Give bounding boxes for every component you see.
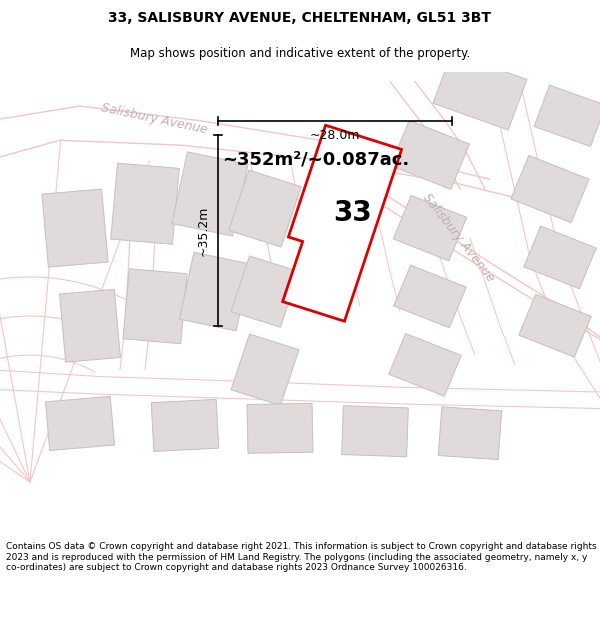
Polygon shape bbox=[111, 163, 179, 244]
Polygon shape bbox=[519, 294, 591, 357]
Polygon shape bbox=[389, 334, 461, 396]
Polygon shape bbox=[433, 52, 527, 130]
Polygon shape bbox=[391, 121, 469, 189]
Polygon shape bbox=[511, 156, 589, 222]
Text: ~28.0m: ~28.0m bbox=[310, 129, 360, 141]
Polygon shape bbox=[59, 289, 121, 362]
Polygon shape bbox=[394, 265, 466, 328]
Text: Contains OS data © Crown copyright and database right 2021. This information is : Contains OS data © Crown copyright and d… bbox=[6, 542, 596, 572]
Polygon shape bbox=[151, 399, 219, 451]
Polygon shape bbox=[341, 406, 409, 457]
Polygon shape bbox=[229, 170, 301, 247]
Polygon shape bbox=[42, 189, 108, 267]
Polygon shape bbox=[439, 407, 502, 459]
Polygon shape bbox=[172, 152, 248, 236]
Polygon shape bbox=[46, 396, 115, 451]
Polygon shape bbox=[231, 334, 299, 406]
Text: Salisbury Avenue: Salisbury Avenue bbox=[100, 101, 209, 136]
Polygon shape bbox=[179, 253, 251, 331]
Text: Salisbury Avenue: Salisbury Avenue bbox=[420, 191, 497, 284]
Text: ~35.2m: ~35.2m bbox=[197, 206, 210, 256]
Text: ~352m²/~0.087ac.: ~352m²/~0.087ac. bbox=[222, 151, 409, 169]
Polygon shape bbox=[534, 85, 600, 146]
Polygon shape bbox=[393, 196, 467, 261]
Polygon shape bbox=[123, 269, 187, 344]
Text: 33, SALISBURY AVENUE, CHELTENHAM, GL51 3BT: 33, SALISBURY AVENUE, CHELTENHAM, GL51 3… bbox=[109, 11, 491, 25]
Text: Map shows position and indicative extent of the property.: Map shows position and indicative extent… bbox=[130, 48, 470, 61]
Polygon shape bbox=[247, 403, 313, 453]
Polygon shape bbox=[283, 125, 401, 321]
Text: 33: 33 bbox=[334, 199, 373, 228]
Polygon shape bbox=[524, 226, 596, 289]
Polygon shape bbox=[231, 256, 299, 328]
